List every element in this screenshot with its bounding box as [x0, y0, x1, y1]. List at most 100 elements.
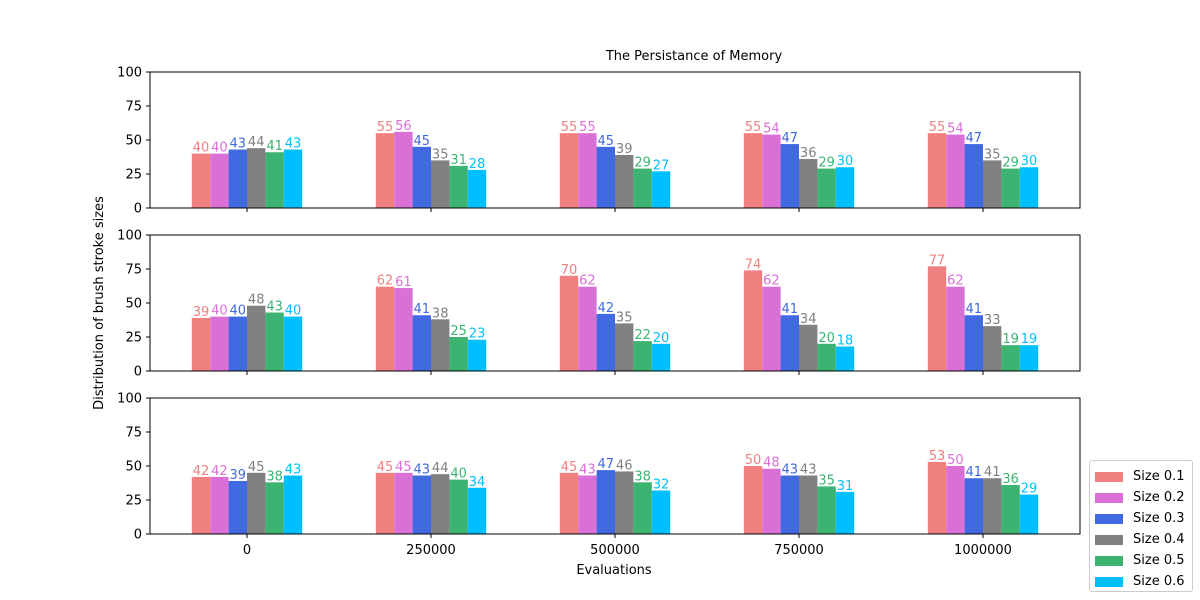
data-label: 47 — [598, 457, 615, 472]
legend-item: Size 0.3 — [1095, 508, 1192, 529]
bar — [835, 346, 855, 371]
data-label: 55 — [745, 120, 762, 135]
y-tick-label: 0 — [134, 202, 142, 217]
legend-label: Size 0.2 — [1133, 490, 1185, 505]
bar — [817, 168, 836, 208]
bar — [375, 472, 395, 534]
y-tick-label: 50 — [125, 297, 142, 312]
data-label: 39 — [616, 142, 633, 157]
bar — [431, 474, 450, 534]
bar — [615, 154, 634, 208]
data-label: 47 — [966, 131, 983, 146]
bar — [412, 315, 431, 371]
y-tick-label: 75 — [125, 263, 142, 278]
x-tick-label: 250000 — [406, 543, 456, 558]
x-tick-label: 0 — [243, 543, 251, 558]
data-label: 34 — [469, 475, 486, 490]
bar — [247, 472, 266, 534]
data-label: 47 — [782, 131, 799, 146]
data-label: 38 — [634, 469, 651, 484]
bar — [375, 286, 395, 371]
data-label: 22 — [634, 328, 651, 343]
bar — [799, 159, 818, 208]
bar — [743, 270, 763, 371]
bar — [762, 286, 781, 371]
y-tick-label: 75 — [125, 100, 142, 115]
bar — [596, 313, 615, 371]
data-label: 29 — [634, 156, 651, 171]
bar — [651, 343, 671, 371]
data-label: 41 — [782, 302, 799, 317]
bar — [817, 486, 836, 534]
data-label: 55 — [561, 120, 578, 135]
bar — [431, 319, 450, 371]
data-label: 27 — [653, 158, 670, 173]
data-label: 43 — [782, 463, 799, 478]
data-label: 55 — [929, 120, 946, 135]
legend-swatch — [1095, 471, 1123, 482]
data-label: 39 — [230, 468, 247, 483]
data-label: 41 — [966, 302, 983, 317]
bar — [964, 144, 983, 208]
bar — [983, 478, 1002, 534]
bar — [835, 167, 855, 208]
y-tick-label: 0 — [134, 365, 142, 380]
bar — [1019, 494, 1039, 534]
data-label: 19 — [1021, 332, 1038, 347]
legend-swatch — [1095, 555, 1123, 566]
chart-title: The Persistance of Memory — [605, 49, 783, 64]
bar — [228, 480, 247, 534]
bar — [946, 134, 965, 208]
data-label: 30 — [837, 154, 854, 169]
bar — [394, 131, 413, 208]
data-label: 74 — [745, 257, 762, 272]
data-label: 25 — [450, 324, 467, 339]
bar — [283, 316, 303, 371]
legend-label: Size 0.3 — [1133, 511, 1185, 526]
bar — [651, 490, 671, 534]
legend-label: Size 0.1 — [1133, 469, 1185, 484]
data-label: 45 — [598, 134, 615, 149]
bar — [247, 148, 266, 208]
bar — [578, 133, 597, 208]
legend-item: Size 0.6 — [1095, 571, 1192, 592]
bar — [651, 171, 671, 208]
data-label: 43 — [414, 463, 431, 478]
data-label: 54 — [763, 122, 780, 137]
y-tick-label: 0 — [134, 528, 142, 543]
data-label: 20 — [653, 331, 670, 346]
bar — [191, 317, 211, 371]
bar — [743, 133, 763, 208]
y-tick-label: 25 — [125, 494, 142, 509]
bar — [596, 146, 615, 208]
data-label: 36 — [800, 146, 817, 161]
data-label: 29 — [1021, 482, 1038, 497]
bar — [633, 482, 652, 534]
data-label: 61 — [395, 275, 412, 290]
bar — [467, 339, 487, 371]
bar — [283, 149, 303, 208]
bar — [927, 133, 947, 208]
bar — [1019, 167, 1039, 208]
data-label: 48 — [248, 293, 265, 308]
data-label: 40 — [230, 304, 247, 319]
legend-label: Size 0.6 — [1133, 574, 1185, 589]
bar — [983, 160, 1002, 208]
bar — [228, 316, 247, 371]
y-tick-label: 100 — [117, 229, 142, 244]
data-label: 41 — [984, 465, 1001, 480]
data-label: 41 — [966, 465, 983, 480]
bar — [983, 326, 1002, 371]
data-label: 42 — [211, 464, 228, 479]
bar — [762, 134, 781, 208]
bar — [615, 471, 634, 534]
bar — [449, 479, 468, 534]
bar — [633, 168, 652, 208]
data-label: 40 — [450, 467, 467, 482]
bar — [228, 149, 247, 208]
legend: Size 0.1 Size 0.2 Size 0.3 Size 0.4 Size 0.5… — [1089, 460, 1193, 592]
data-label: 62 — [763, 274, 780, 289]
data-label: 45 — [561, 460, 578, 475]
bar — [799, 475, 818, 534]
bar — [780, 315, 799, 371]
